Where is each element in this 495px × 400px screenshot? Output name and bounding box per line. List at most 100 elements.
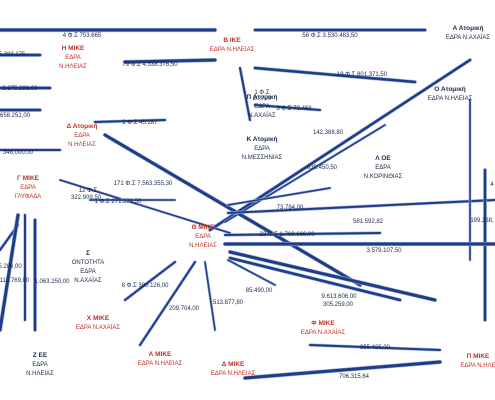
node-label-line: ΕΔΡΑ (20, 185, 36, 191)
edge-label: 5.286,00 (0, 264, 22, 270)
node-o-atomiki: Ο Ατομική ΕΔΡΑ Ν.ΗΛΕΙΑΣ (428, 86, 473, 102)
edge-label: 2 Φ.Σ 45.287 (122, 120, 158, 126)
edge-label: 513.877,80 (213, 300, 244, 306)
edge-label: 20.709 (253, 96, 272, 102)
node-label-line: ΕΔΡΑ Ν.ΑΧΑΪΑΣ (76, 324, 121, 331)
edge-label: 1 Φ.Σ (254, 90, 269, 96)
edge-line (0, 213, 20, 332)
node-label-line: ΕΔΡΑ Ν.ΗΛΕΙΑΣ (138, 361, 183, 367)
edge-line (224, 124, 386, 223)
edge-line (59, 179, 231, 234)
edge-label: 355.425,00 (360, 345, 391, 351)
node-k-atomiki: Κ Ατομική ΕΔΡΑ Ν.ΜΕΣΣΗΝΙΑΣ (242, 136, 283, 161)
edge-labels-layer: 4 Φ.Σ 753.665 56 Φ.Σ 3.530.483,50 5.383.17… (0, 33, 494, 380)
node-label-line: Θ ΜΙΚΕ (191, 224, 215, 231)
edge-label: 658.251,00 (0, 113, 31, 119)
node-label-line: Ν.ΗΛΕΙΑΣ (26, 371, 54, 377)
node-label-line: Ζ ΕΕ (33, 352, 48, 359)
edge-label: 322.909,50 (71, 195, 102, 201)
node-d-atomiki: Δ Ατομική ΕΔΡΑ Ν.ΗΛΕΙΑΣ (67, 123, 98, 148)
node-label-line: Π ΜΙΚΕ (467, 353, 490, 360)
node-delta-mike: Δ ΜΙΚΕ ΕΔΡΑ Ν.ΗΛΕΙΑΣ (211, 361, 256, 377)
node-label-line: Ν.ΑΧΑΪΑΣ (74, 277, 102, 284)
node-label-line: ΕΔΡΑ (80, 269, 96, 275)
edge-line (103, 133, 362, 287)
node-label-line: Ν.ΗΛΕΙΑΣ (189, 243, 217, 249)
edge-label: 706.315,64 (339, 374, 370, 380)
edge-label: 171 Φ.Σ 7.563.355,30 (114, 181, 173, 187)
node-label-line: ΓΛΥΦΑΔΑ (15, 194, 42, 200)
node-a-atomiki: Α Ατομική ΕΔΡΑ Ν.ΑΧΑΪΑΣ (446, 25, 491, 41)
node-label-line: ΕΔΡΑ (32, 362, 48, 368)
edge-label: 142.388,80 (313, 130, 344, 136)
edge-line (123, 58, 217, 64)
node-label-line: Η ΜΙΚΕ (62, 45, 85, 52)
edge-label: 9.613.606,00 (321, 294, 357, 300)
node-label-line: Α ΜΙΚΕ (149, 351, 172, 358)
edge-label: 581.592,82 (353, 219, 384, 225)
edge-line (227, 199, 495, 214)
edge-line (309, 344, 441, 351)
node-l-oe: Λ ΟΕ ΕΔΡΑ Ν.ΚΟΡΙΝΘΙΑΣ (364, 155, 403, 180)
edge-label: 3 Φ.Σ 73.468 (276, 106, 312, 112)
node-label-line: Δ ΜΙΚΕ (222, 361, 245, 368)
edge-line (228, 256, 402, 302)
edge-line (228, 250, 437, 302)
edge-label: 346.000,00 (3, 150, 34, 156)
edge-label: 79 Φ.Σ 4.338.376,50 (122, 62, 178, 68)
node-h-mike: Η ΜΙΚΕ ΕΔΡΑ Ν.ΗΛΕΙΑΣ (59, 45, 87, 70)
node-label-line: ΕΔΡΑ (65, 55, 81, 61)
edge-label: 3.579.107,50 (366, 248, 402, 254)
edge-label: 85.490,00 (246, 288, 273, 294)
edge-label: 23 Φ.Σ 1.769.666,00 (259, 232, 315, 238)
edge-line (124, 261, 176, 301)
node-label-line: ΕΔΡΑ (375, 165, 391, 171)
node-label-line: ΕΔΡΑ Ν.ΗΛΕΙΑΣ (428, 96, 473, 102)
edge-label: 1.113.769,00 (0, 278, 30, 284)
edge-label: 4 Φ.Σ 753.665 (63, 33, 102, 39)
edge-line (239, 67, 251, 121)
node-label-line: Ο Ατομική (434, 86, 465, 93)
edge-label: 638.450,50 (307, 165, 338, 171)
edge-line (243, 360, 442, 380)
edges-layer (0, 27, 495, 381)
edge-label: 19 Φ.Σ 801.371,50 (337, 72, 388, 78)
node-label-line: Ν.ΚΟΡΙΝΘΙΑΣ (364, 174, 403, 180)
node-label-line: Ν.ΗΛΕΙΑΣ (68, 142, 96, 148)
edge-label: 56 Φ.Σ 3.530.483,50 (302, 33, 358, 39)
edge-label: 4 (490, 182, 494, 188)
node-label-line: ΕΔΡΑ Ν.ΗΛΕ (460, 363, 495, 369)
node-label-line: ΕΔΡΑ Ν.ΗΛΕΙΑΣ (211, 371, 256, 377)
node-label-line: ΕΔΡΑ (74, 133, 90, 139)
edge-label: 199.238, (470, 218, 494, 224)
node-label-line: Λ ΟΕ (375, 155, 391, 162)
node-th-mike: Θ ΜΙΚΕ ΕΔΡΑ Ν.ΗΛΕΙΑΣ (189, 224, 217, 249)
node-label-line: Ν.ΑΧΑΪΑΣ (248, 112, 276, 119)
node-label-line: Β ΙΚΕ (223, 37, 241, 44)
nodes-layer: Η ΜΙΚΕ ΕΔΡΑ Ν.ΗΛΕΙΑΣ Β ΙΚΕ ΕΔΡΑ Ν.ΗΛΕΙΑΣ Α Ατ… (15, 25, 495, 377)
node-label-line: Σ (86, 250, 90, 257)
edge-label: 2.275.281,00 (2, 86, 38, 92)
node-label-line: ΕΔΡΑ Ν.ΑΧΑΪΑΣ (301, 329, 346, 336)
node-x-mike: Χ ΜΙΚΕ ΕΔΡΑ Ν.ΑΧΑΪΑΣ (76, 315, 121, 331)
node-label-line: ΟΝΤΟΤΗΤΑ (72, 260, 104, 266)
edge-label: 305.259,00 (323, 302, 354, 308)
edge-label: 1.063.250,00 (34, 279, 70, 285)
node-label-line: ΕΔΡΑ Ν.ΑΧΑΪΑΣ (446, 34, 491, 41)
node-v-ike: Β ΙΚΕ ΕΔΡΑ Ν.ΗΛΕΙΑΣ (210, 37, 255, 53)
node-s-ontotita: Σ ΟΝΤΟΤΗΤΑ ΕΔΡΑ Ν.ΑΧΑΪΑΣ (72, 250, 104, 284)
node-label-line: ΕΔΡΑ (195, 234, 211, 240)
edge-label: 1 Φ.Σ 271.876,50 (95, 199, 143, 205)
node-pi-mike: Π ΜΙΚΕ ΕΔΡΑ Ν.ΗΛΕ (460, 353, 495, 369)
edge-line (224, 232, 381, 236)
edge-line (204, 261, 216, 331)
edge-line (94, 119, 166, 123)
node-label-line: Χ ΜΙΚΕ (87, 315, 110, 322)
edge-label: 8 Φ.Σ 390.126,00 (122, 283, 170, 289)
node-label-line: Φ ΜΙΚΕ (311, 320, 335, 327)
edge-line (139, 261, 196, 346)
node-label-line: Δ Ατομική (67, 123, 98, 130)
node-label-line: ΕΔΡΑ Ν.ΗΛΕΙΑΣ (210, 47, 255, 53)
